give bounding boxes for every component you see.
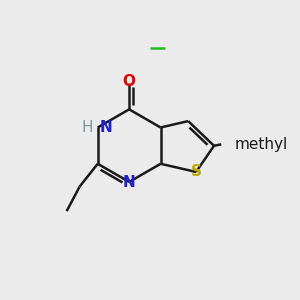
Text: N: N (99, 120, 112, 135)
Text: N: N (123, 175, 136, 190)
Text: methyl: methyl (234, 137, 288, 152)
Text: H: H (81, 120, 92, 135)
Text: S: S (190, 164, 202, 179)
Text: O: O (123, 74, 136, 89)
